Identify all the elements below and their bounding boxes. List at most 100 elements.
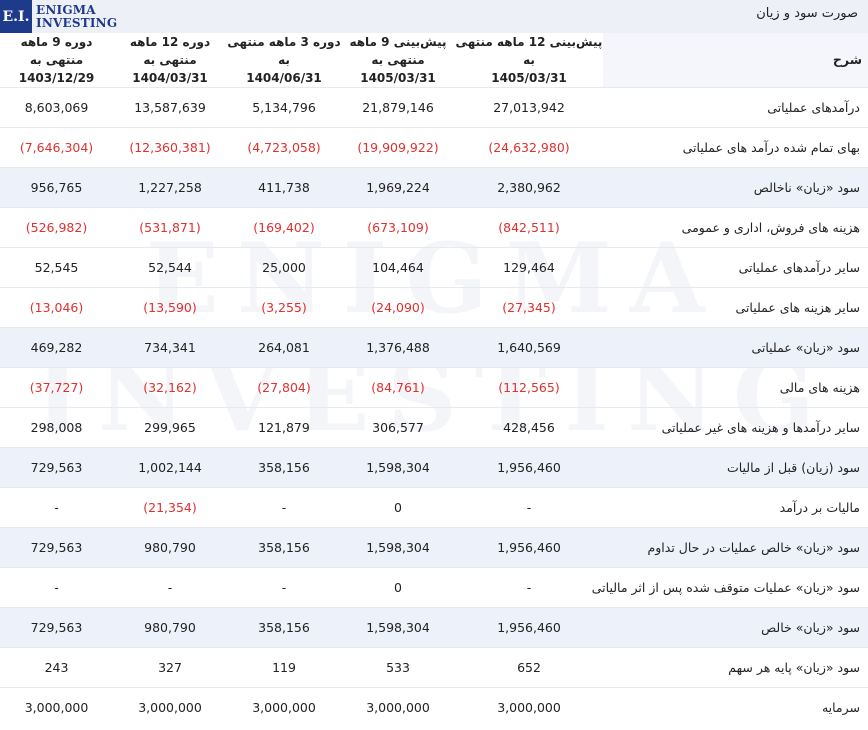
value-cell: 121,879 [258,420,310,435]
column-header-period: پیش‌بینی 12 ماهه منتهی به [455,35,603,67]
value-cell: 299,965 [144,420,196,435]
column-header-period: دوره 3 ماهه منتهی به [227,35,341,67]
value-cell: 129,464 [503,260,555,275]
value-cell: 428,456 [503,420,555,435]
column-header-period: دوره 9 ماهه منتهی به [20,35,93,67]
value-cell: 1,598,304 [366,460,430,475]
value-cell: (169,402) [253,220,315,235]
value-cell: 729,563 [30,540,83,555]
logo-line-1: ENIGMA [36,2,96,17]
value-cell: - [167,580,173,595]
table-row: 729,563 1,002,144 358,156 1,598,304 1,956,46… [0,447,868,488]
value-cell: 327 [158,660,182,675]
value-cell: (4,723,058) [247,140,321,155]
value-cell: (21,354) [143,500,197,515]
value-cell: 652 [517,660,541,675]
value-cell: 1,956,460 [497,460,561,475]
value-cell: 25,000 [262,260,306,275]
value-cell: 1,640,569 [497,340,561,355]
table-row: 3,000,000 3,000,000 3,000,000 3,000,000 3,00… [0,687,868,728]
value-cell: 729,563 [30,620,83,635]
table-row: 729,563 980,790 358,156 1,598,304 1,956,460 س… [0,607,868,648]
value-cell: 956,765 [30,180,83,195]
value-cell: 298,008 [30,420,83,435]
table-row: 729,563 980,790 358,156 1,598,304 1,956,460 س… [0,527,868,568]
value-cell: - [281,500,287,515]
value-cell: 21,879,146 [362,100,434,115]
row-label: سرمایه [821,700,860,716]
row-label: بهای تمام شده درآمد های عملیاتی [682,140,860,155]
logo: E.I. ENIGMA INVESTING [0,0,117,33]
column-header-date: 1405/03/31 [360,71,436,85]
row-label: هزینه های مالی [779,380,860,395]
value-cell: 3,000,000 [497,700,561,716]
logo-wordmark: ENIGMA INVESTING [36,2,118,30]
value-cell: (526,982) [25,220,88,235]
row-label: سایر هزینه های عملیاتی [735,300,860,315]
label-column-header: شرح [603,33,868,88]
column-header-date: 1404/06/31 [246,71,322,85]
value-cell: 734,341 [144,340,196,355]
value-cell: 469,282 [30,340,83,355]
value-cell: (24,632,980) [488,140,570,155]
row-label: سود «زیان» عملیاتی [751,340,860,355]
value-cell: - [54,580,59,595]
value-cell: (37,727) [29,380,84,395]
value-cell: 1,002,144 [138,460,202,475]
value-cell: 980,790 [144,540,196,555]
value-cell: (13,046) [29,300,84,315]
value-cell: (32,162) [143,380,197,395]
value-cell: - [54,500,59,515]
value-cell: 104,464 [372,260,424,275]
column-header-2: دوره 12 ماهه منتهی به 1404/03/31 [113,33,227,88]
table-row: (526,982) (531,871) (169,402) (673,109) (842… [0,207,868,248]
column-header-date: 1405/03/31 [491,71,567,85]
row-label: هزینه های فروش، اداری و عمومی [681,220,860,235]
value-cell: 533 [386,660,410,675]
row-label: سایر درآمدهای عملیاتی [738,260,860,275]
value-cell: (24,090) [371,300,425,315]
value-cell: 52,545 [34,260,79,275]
value-cell: 1,598,304 [366,620,430,635]
value-cell: 1,956,460 [497,620,561,635]
row-label: سود «زیان» خالص [761,620,860,635]
column-header-4: پیش‌بینی 9 ماهه منتهی به 1405/03/31 [341,33,455,88]
value-cell: 3,000,000 [366,700,430,716]
value-cell: 306,577 [372,420,424,435]
row-label: سود «زیان» خالص عملیات در حال تداوم [647,540,860,555]
value-cell: (27,804) [257,380,311,395]
value-cell: 2,380,962 [497,180,561,195]
logo-line-2: INVESTING [36,15,118,30]
value-cell: - [526,580,532,595]
table-row: 8,603,069 13,587,639 5,134,796 21,879,146 27… [0,87,868,128]
value-cell: 0 [394,580,402,595]
column-header-period: دوره 12 ماهه منتهی به [129,35,211,67]
value-cell: (12,360,381) [129,140,211,155]
value-cell: (531,871) [139,220,201,235]
value-cell: 1,969,224 [366,180,430,195]
row-label: مالیات بر درآمد [779,500,860,515]
table-row: 243 327 119 533 652 سود «زیان» پایه هر سهم [0,647,868,688]
value-cell: (7,646,304) [19,140,94,155]
income-statement-table: دوره 9 ماهه منتهی به 1403/12/29 دوره 12 ما… [0,33,868,728]
value-cell: 358,156 [258,620,310,635]
value-cell: (842,511) [498,220,560,235]
value-cell: (27,345) [502,300,556,315]
table-row: (7,646,304) (12,360,381) (4,723,058) (19,90… [0,127,868,168]
row-label: درآمدهای عملیاتی [767,100,860,115]
table-row: 298,008 299,965 121,879 306,577 428,456 سایر … [0,407,868,448]
value-cell: (112,565) [498,380,560,395]
value-cell: 5,134,796 [252,100,316,115]
value-cell: 8,603,069 [24,100,89,115]
column-header-5: پیش‌بینی 12 ماهه منتهی به 1405/03/31 [455,33,603,88]
value-cell: 3,000,000 [252,700,316,716]
value-cell: 411,738 [258,180,310,195]
value-cell: 13,587,639 [134,100,206,115]
table-row: (13,046) (13,590) (3,255) (24,090) (27,345) س… [0,287,868,328]
value-cell: 1,956,460 [497,540,561,555]
column-header-date: 1404/03/31 [132,71,208,85]
logo-mark: E.I. [0,0,32,33]
value-cell: - [281,580,287,595]
table-row: 956,765 1,227,258 411,738 1,969,224 2,380,96… [0,167,868,208]
column-header-1: دوره 9 ماهه منتهی به 1403/12/29 [0,33,113,88]
